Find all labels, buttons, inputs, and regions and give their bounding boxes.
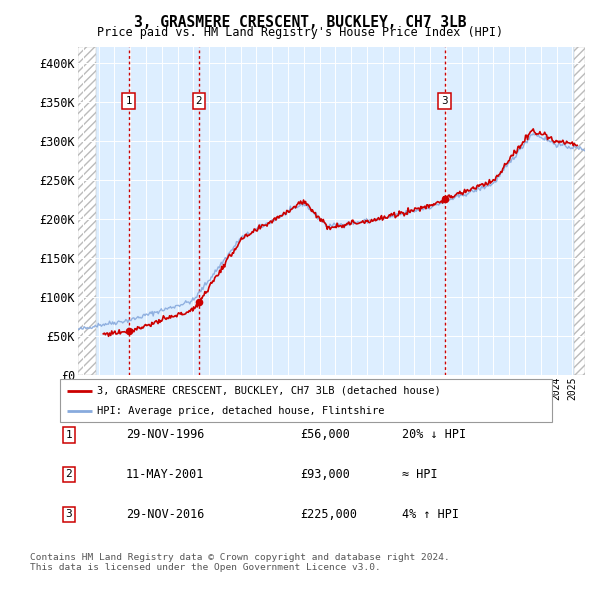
Text: £225,000: £225,000 <box>300 508 357 521</box>
Text: 29-NOV-2016: 29-NOV-2016 <box>126 508 205 521</box>
Text: 3: 3 <box>65 510 73 519</box>
Text: Contains HM Land Registry data © Crown copyright and database right 2024.: Contains HM Land Registry data © Crown c… <box>30 553 450 562</box>
Text: 11-MAY-2001: 11-MAY-2001 <box>126 468 205 481</box>
Text: 1: 1 <box>125 96 132 106</box>
Text: HPI: Average price, detached house, Flintshire: HPI: Average price, detached house, Flin… <box>97 407 385 416</box>
Text: £93,000: £93,000 <box>300 468 350 481</box>
Text: £56,000: £56,000 <box>300 428 350 441</box>
Bar <box>574 47 585 375</box>
Text: 20% ↓ HPI: 20% ↓ HPI <box>402 428 466 441</box>
Text: 1: 1 <box>65 430 73 440</box>
Text: Price paid vs. HM Land Registry's House Price Index (HPI): Price paid vs. HM Land Registry's House … <box>97 26 503 39</box>
Bar <box>78 47 96 375</box>
Text: This data is licensed under the Open Government Licence v3.0.: This data is licensed under the Open Gov… <box>30 563 381 572</box>
FancyBboxPatch shape <box>60 379 552 422</box>
Text: 29-NOV-1996: 29-NOV-1996 <box>126 428 205 441</box>
Text: 2: 2 <box>65 470 73 479</box>
Bar <box>574 47 585 375</box>
Text: 3, GRASMERE CRESCENT, BUCKLEY, CH7 3LB (detached house): 3, GRASMERE CRESCENT, BUCKLEY, CH7 3LB (… <box>97 386 440 396</box>
Text: 3: 3 <box>441 96 448 106</box>
Bar <box>78 47 96 375</box>
Text: 2: 2 <box>196 96 202 106</box>
Text: ≈ HPI: ≈ HPI <box>402 468 437 481</box>
Text: 4% ↑ HPI: 4% ↑ HPI <box>402 508 459 521</box>
Text: 3, GRASMERE CRESCENT, BUCKLEY, CH7 3LB: 3, GRASMERE CRESCENT, BUCKLEY, CH7 3LB <box>134 15 466 30</box>
